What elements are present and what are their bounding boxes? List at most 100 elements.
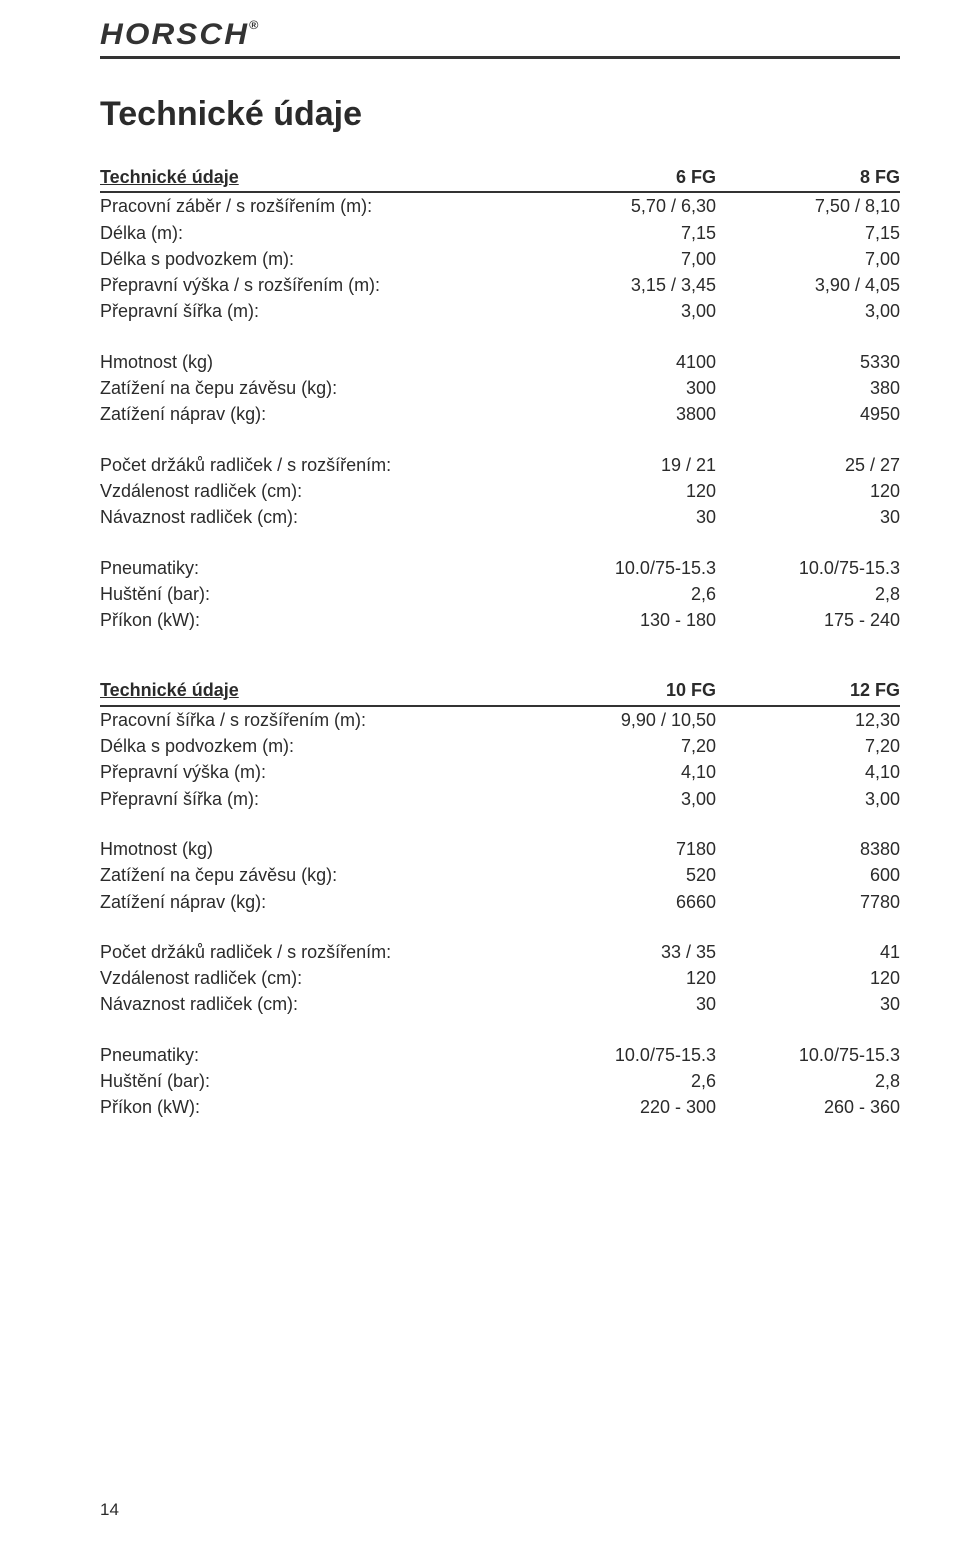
brand-name: HORSCH bbox=[100, 18, 249, 51]
row-value-a: 4100 bbox=[532, 349, 716, 375]
row-label: Příkon (kW): bbox=[100, 1094, 532, 1120]
table-row: Pneumatiky:10.0/75-15.310.0/75-15.3 bbox=[100, 1042, 900, 1068]
page: HORSCH® Technické údaje Technické údaje6… bbox=[0, 0, 960, 1556]
page-title: Technické údaje bbox=[100, 95, 900, 134]
spec-table-1: Technické údaje6 FG8 FGPracovní záběr / … bbox=[100, 164, 900, 633]
row-value-b: 41 bbox=[716, 939, 900, 965]
row-label: Zatížení náprav (kg): bbox=[100, 401, 532, 427]
row-value-a: 3,15 / 3,45 bbox=[532, 272, 716, 298]
brand-logo: HORSCH® bbox=[100, 18, 940, 52]
row-value-b: 7,00 bbox=[716, 246, 900, 272]
row-label: Hmotnost (kg) bbox=[100, 349, 532, 375]
row-label: Počet držáků radliček / s rozšířením: bbox=[100, 452, 532, 478]
row-value-b: 7,50 / 8,10 bbox=[716, 192, 900, 219]
row-label: Hmotnost (kg) bbox=[100, 836, 532, 862]
row-value-b: 7780 bbox=[716, 889, 900, 915]
table-row: Návaznost radliček (cm):3030 bbox=[100, 991, 900, 1017]
row-value-b: 12,30 bbox=[716, 706, 900, 733]
row-label: Huštění (bar): bbox=[100, 581, 532, 607]
row-label: Pneumatiky: bbox=[100, 555, 532, 581]
row-value-b: 25 / 27 bbox=[716, 452, 900, 478]
table-row: Přepravní výška / s rozšířením (m):3,15 … bbox=[100, 272, 900, 298]
row-label: Vzdálenost radliček (cm): bbox=[100, 965, 532, 991]
table-row: Huštění (bar):2,62,8 bbox=[100, 1068, 900, 1094]
table-row: Vzdálenost radliček (cm):120120 bbox=[100, 965, 900, 991]
row-label: Návaznost radliček (cm): bbox=[100, 991, 532, 1017]
table-row: Přepravní výška (m):4,104,10 bbox=[100, 759, 900, 785]
row-value-a: 5,70 / 6,30 bbox=[532, 192, 716, 219]
row-value-b: 7,15 bbox=[716, 220, 900, 246]
row-label: Přepravní výška (m): bbox=[100, 759, 532, 785]
header-rule bbox=[100, 56, 900, 59]
row-label: Pneumatiky: bbox=[100, 1042, 532, 1068]
row-label: Návaznost radliček (cm): bbox=[100, 504, 532, 530]
table-row: Délka (m):7,157,15 bbox=[100, 220, 900, 246]
row-label: Zatížení na čepu závěsu (kg): bbox=[100, 375, 532, 401]
row-label: Délka s podvozkem (m): bbox=[100, 246, 532, 272]
row-gap bbox=[100, 531, 900, 555]
row-value-a: 3800 bbox=[532, 401, 716, 427]
table-header-col-b: 12 FG bbox=[716, 677, 900, 705]
row-label: Zatížení na čepu závěsu (kg): bbox=[100, 862, 532, 888]
table-row: Huštění (bar):2,62,8 bbox=[100, 581, 900, 607]
row-label: Přepravní šířka (m): bbox=[100, 298, 532, 324]
brand-mark: ® bbox=[249, 18, 258, 32]
row-value-b: 260 - 360 bbox=[716, 1094, 900, 1120]
row-value-b: 5330 bbox=[716, 349, 900, 375]
table-row: Pracovní šířka / s rozšířením (m):9,90 /… bbox=[100, 706, 900, 733]
row-value-a: 7,20 bbox=[532, 733, 716, 759]
table-row: Počet držáků radliček / s rozšířením:33 … bbox=[100, 939, 900, 965]
table-row: Zatížení na čepu závěsu (kg):300380 bbox=[100, 375, 900, 401]
table-row: Příkon (kW):130 - 180175 - 240 bbox=[100, 607, 900, 633]
table-row: Příkon (kW):220 - 300260 - 360 bbox=[100, 1094, 900, 1120]
table-header-row: Technické údaje10 FG12 FG bbox=[100, 677, 900, 705]
row-value-a: 4,10 bbox=[532, 759, 716, 785]
table-row: Zatížení na čepu závěsu (kg):520600 bbox=[100, 862, 900, 888]
row-value-a: 120 bbox=[532, 965, 716, 991]
row-value-a: 2,6 bbox=[532, 1068, 716, 1094]
row-value-a: 2,6 bbox=[532, 581, 716, 607]
page-number: 14 bbox=[100, 1500, 119, 1520]
row-label: Příkon (kW): bbox=[100, 607, 532, 633]
row-value-b: 175 - 240 bbox=[716, 607, 900, 633]
table-header-label: Technické údaje bbox=[100, 164, 532, 192]
row-value-b: 8380 bbox=[716, 836, 900, 862]
row-value-b: 10.0/75-15.3 bbox=[716, 555, 900, 581]
row-value-a: 7,15 bbox=[532, 220, 716, 246]
table-row: Hmotnost (kg)41005330 bbox=[100, 349, 900, 375]
row-value-a: 7,00 bbox=[532, 246, 716, 272]
table-header-col-a: 10 FG bbox=[532, 677, 716, 705]
table-row: Délka s podvozkem (m):7,207,20 bbox=[100, 733, 900, 759]
row-label: Přepravní šířka (m): bbox=[100, 786, 532, 812]
row-value-a: 30 bbox=[532, 504, 716, 530]
row-value-b: 3,00 bbox=[716, 786, 900, 812]
row-value-b: 380 bbox=[716, 375, 900, 401]
spec-table-2: Technické údaje10 FG12 FGPracovní šířka … bbox=[100, 677, 900, 1120]
row-value-a: 19 / 21 bbox=[532, 452, 716, 478]
row-value-b: 3,00 bbox=[716, 298, 900, 324]
table-row: Pneumatiky:10.0/75-15.310.0/75-15.3 bbox=[100, 555, 900, 581]
row-value-b: 7,20 bbox=[716, 733, 900, 759]
table-row: Návaznost radliček (cm):3030 bbox=[100, 504, 900, 530]
table-row: Počet držáků radliček / s rozšířením:19 … bbox=[100, 452, 900, 478]
row-value-a: 120 bbox=[532, 478, 716, 504]
row-label: Vzdálenost radliček (cm): bbox=[100, 478, 532, 504]
table-row: Zatížení náprav (kg):66607780 bbox=[100, 889, 900, 915]
row-label: Přepravní výška / s rozšířením (m): bbox=[100, 272, 532, 298]
row-label: Délka (m): bbox=[100, 220, 532, 246]
row-value-a: 130 - 180 bbox=[532, 607, 716, 633]
row-value-a: 300 bbox=[532, 375, 716, 401]
row-value-a: 520 bbox=[532, 862, 716, 888]
table-row: Zatížení náprav (kg):38004950 bbox=[100, 401, 900, 427]
table-row: Vzdálenost radliček (cm):120120 bbox=[100, 478, 900, 504]
row-label: Pracovní šířka / s rozšířením (m): bbox=[100, 706, 532, 733]
table-row: Pracovní záběr / s rozšířením (m):5,70 /… bbox=[100, 192, 900, 219]
table-row: Délka s podvozkem (m):7,007,00 bbox=[100, 246, 900, 272]
row-value-b: 30 bbox=[716, 991, 900, 1017]
row-value-a: 6660 bbox=[532, 889, 716, 915]
row-gap bbox=[100, 325, 900, 349]
row-gap bbox=[100, 428, 900, 452]
row-value-b: 10.0/75-15.3 bbox=[716, 1042, 900, 1068]
table-row: Přepravní šířka (m):3,003,00 bbox=[100, 298, 900, 324]
row-value-b: 2,8 bbox=[716, 581, 900, 607]
